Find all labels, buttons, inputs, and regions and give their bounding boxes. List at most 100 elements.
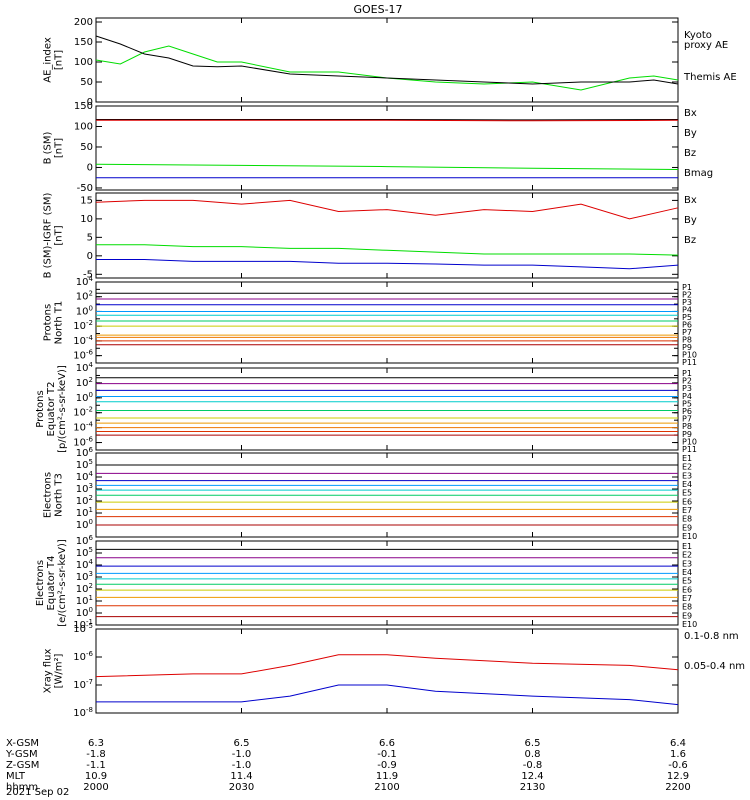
- x-axis-row-label: X-GSM: [6, 738, 39, 749]
- y-axis-label: [W/m²]: [54, 653, 65, 688]
- x-axis-value: 6.3: [88, 738, 104, 749]
- y-axis-label: B (SM)-IGRF (SM): [43, 193, 54, 279]
- y-tick-label: 10-4: [73, 421, 93, 434]
- y-tick-label: 50: [80, 142, 93, 153]
- x-axis-value: 6.4: [670, 738, 686, 749]
- channel-legend: E9: [682, 523, 692, 532]
- x-axis-value: 2100: [374, 782, 399, 793]
- channel-legend: E8: [682, 603, 692, 612]
- x-axis-value: -0.6: [668, 760, 688, 771]
- y-tick-label: 10: [80, 214, 93, 225]
- series-line: [95, 654, 679, 678]
- x-axis-row-label: MLT: [6, 771, 26, 782]
- legend-entry: Bx: [684, 195, 697, 206]
- y-axis-label: [nT]: [54, 138, 65, 158]
- channel-legend: P11: [682, 358, 697, 367]
- x-axis-value: 12.9: [667, 771, 689, 782]
- channel-legend: E10: [682, 620, 697, 629]
- x-axis-value: 0.8: [525, 749, 541, 760]
- channel-legend: E1: [682, 454, 692, 463]
- channel-legend: P6: [682, 321, 692, 330]
- y-tick-label: 50: [80, 77, 93, 88]
- y-axis-label: Electrons: [43, 472, 54, 518]
- panel-frame: [95, 367, 679, 451]
- channel-legend: E10: [682, 532, 697, 541]
- y-tick-label: 10-2: [73, 406, 93, 419]
- x-axis-value: -1.8: [86, 749, 106, 760]
- y-tick-label: 150: [74, 101, 93, 112]
- x-axis-value: 6.6: [379, 738, 395, 749]
- channel-legend: E5: [682, 489, 692, 498]
- y-tick-label: 150: [74, 37, 93, 48]
- y-tick-label: 100: [76, 391, 93, 404]
- y-tick-label: 102: [76, 376, 93, 389]
- x-axis-value: -1.0: [232, 749, 252, 760]
- channel-legend: P8: [682, 422, 692, 431]
- channel-legend: E3: [682, 471, 692, 480]
- channel-legend: P1: [682, 283, 692, 292]
- legend-entry: Bmag: [684, 168, 713, 179]
- channel-legend: P4: [682, 306, 692, 315]
- channel-legend: E6: [682, 585, 692, 594]
- y-tick-label: 102: [76, 290, 93, 303]
- y-tick-label: 10-7: [73, 678, 93, 691]
- y-axis-label: North T3: [54, 473, 65, 517]
- y-tick-label: -50: [77, 183, 93, 194]
- panel-frame: [95, 17, 679, 103]
- legend-entry: Bz: [684, 235, 696, 246]
- channel-legend: E6: [682, 497, 692, 506]
- channel-legend: P3: [682, 298, 692, 307]
- y-tick-label: 10-6: [73, 650, 93, 663]
- series-line: [96, 244, 679, 256]
- y-tick-label: 10-4: [73, 334, 93, 347]
- legend-entry: proxy AE: [684, 40, 728, 51]
- y-axis-label: Xray flux: [43, 649, 54, 694]
- x-axis-value: 10.9: [85, 771, 107, 782]
- series-line: [95, 163, 679, 170]
- y-tick-label: 200: [74, 17, 93, 28]
- y-tick-label: 104: [76, 275, 94, 288]
- y-axis-label: AE_index: [43, 37, 54, 83]
- panel-bdiff: -5 0 5 10 15 B (SM)-IGRF (SM) [nT] Bx By Bz: [43, 192, 697, 280]
- x-axis-value: 12.4: [521, 771, 543, 782]
- legend-entry: 0.1-0.8 nm: [684, 631, 739, 642]
- channel-legend: P10: [682, 437, 697, 446]
- channel-legend: E2: [682, 463, 692, 472]
- y-axis-label: [p/(cm²-s-sr-keV)]: [57, 365, 68, 453]
- channel-legend: P1: [682, 369, 692, 378]
- x-axis-value: -1.0: [232, 760, 252, 771]
- series-line: [95, 199, 679, 220]
- channel-legend: E5: [682, 577, 692, 586]
- y-tick-label: 10-5: [73, 622, 93, 635]
- y-axis-label: Equator T4: [46, 556, 57, 611]
- y-tick-label: 100: [76, 304, 93, 317]
- x-axis-value: -0.1: [377, 749, 397, 760]
- channel-legend: P4: [682, 392, 692, 401]
- legend-entry: Bx: [684, 108, 697, 119]
- channel-legend: P11: [682, 445, 697, 454]
- channel-legend: P6: [682, 407, 692, 416]
- y-axis-label: Protons: [43, 304, 54, 341]
- x-axis-value: 6.5: [234, 738, 250, 749]
- x-axis-value: -0.8: [523, 760, 543, 771]
- x-axis-row-label: Y-GSM: [5, 749, 38, 760]
- channel-legend: E4: [682, 568, 692, 577]
- panel-frame: [95, 281, 679, 364]
- y-axis-label: Electrons: [35, 560, 46, 606]
- y-tick-label: 0: [87, 97, 93, 108]
- series-line: [96, 684, 679, 706]
- x-axis-value: 1.6: [670, 749, 686, 760]
- channel-legend: E4: [682, 480, 692, 489]
- y-tick-label: -5: [83, 269, 93, 280]
- series-line: [96, 259, 679, 270]
- series-line: [95, 45, 679, 91]
- channel-legend: P9: [682, 430, 692, 439]
- channel-legend: E8: [682, 515, 692, 524]
